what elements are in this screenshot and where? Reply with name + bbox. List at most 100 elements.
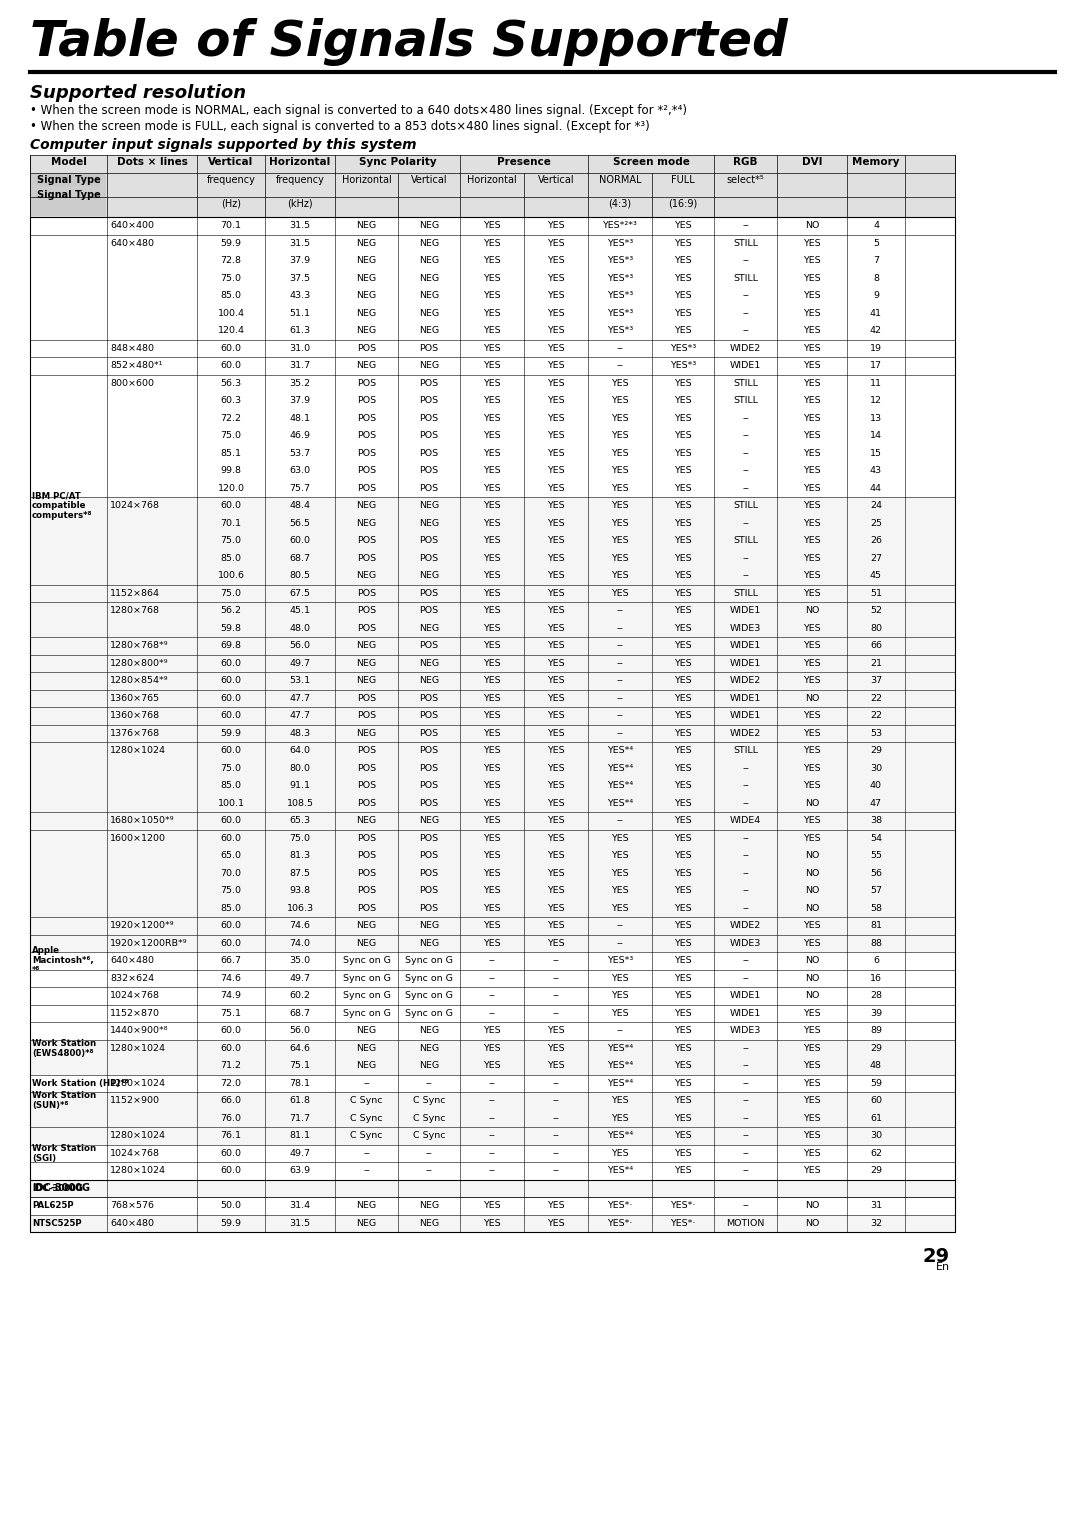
Text: --: -- [617,659,623,668]
Text: --: -- [553,973,559,983]
Text: YES: YES [483,431,501,440]
Text: 31.5: 31.5 [289,222,311,231]
Text: NEG: NEG [356,1044,377,1053]
Text: 75.0: 75.0 [220,886,242,895]
Text: 75.0: 75.0 [220,431,242,440]
Text: YES: YES [804,466,821,475]
Text: 70.1: 70.1 [220,518,242,527]
Text: 9: 9 [873,292,879,299]
Text: YES: YES [548,518,565,527]
Text: NEG: NEG [356,1062,377,1070]
Text: YES*⁴: YES*⁴ [607,746,633,755]
Text: YES: YES [483,379,501,388]
Text: IDC-3000G: IDC-3000G [32,1183,90,1193]
Bar [30,1128,955,1144]
Text: YES: YES [483,746,501,755]
Text: YES: YES [674,694,692,703]
Text: 24: 24 [870,501,882,510]
Text: YES: YES [674,1062,692,1070]
Text: Work Station (HP)*⁸: Work Station (HP)*⁸ [32,1079,129,1088]
Text: 56.0: 56.0 [289,642,311,651]
Text: Sync on G: Sync on G [405,992,453,1001]
Text: 31: 31 [869,1201,882,1210]
Text: YES: YES [674,921,692,931]
Bar [30,461,955,480]
Text: 87.5: 87.5 [289,869,311,877]
Text: NEG: NEG [356,921,377,931]
Text: YES: YES [548,501,565,510]
Text: YES: YES [804,764,821,773]
Bar [30,234,955,252]
Bar [30,1057,955,1074]
Text: 61: 61 [870,1114,882,1123]
Text: YES: YES [611,834,629,843]
Text: YES: YES [483,729,501,738]
Text: YES: YES [804,1096,821,1105]
Text: 68.7: 68.7 [289,1008,311,1018]
Text: 43: 43 [869,466,882,475]
Text: 1152×864: 1152×864 [110,588,160,597]
Text: NO: NO [805,886,820,895]
Text: YES: YES [674,257,692,266]
Text: YES: YES [548,484,565,492]
Text: 63.0: 63.0 [289,466,311,475]
Text: 1920×1200RB*⁹: 1920×1200RB*⁹ [110,938,188,947]
Text: NEG: NEG [356,309,377,318]
Text: NEG: NEG [419,222,440,231]
Text: 48.1: 48.1 [289,414,311,423]
Text: YES: YES [674,781,692,790]
Text: YES: YES [674,938,692,947]
Text: POS: POS [356,607,376,616]
Text: NEG: NEG [356,274,377,283]
Text: 75.0: 75.0 [220,536,242,545]
Text: --: -- [488,1096,496,1105]
Text: --: -- [742,1131,748,1140]
Text: NO: NO [805,973,820,983]
Text: YES: YES [804,431,821,440]
Text: NO: NO [805,1219,820,1229]
Text: Table of Signals Supported: Table of Signals Supported [1059,1279,1068,1395]
Text: 640×480: 640×480 [110,238,154,248]
Text: 120.4: 120.4 [217,327,244,335]
Text: --: -- [488,1149,496,1158]
Text: YES: YES [548,694,565,703]
Text: YES: YES [548,711,565,720]
Text: NEG: NEG [419,501,440,510]
Text: 852×480*¹: 852×480*¹ [110,361,162,370]
Text: YES: YES [674,1008,692,1018]
Text: YES: YES [674,764,692,773]
Text: 800×600: 800×600 [110,379,154,388]
Bar [30,1093,955,1109]
Text: 85.0: 85.0 [220,553,242,562]
Text: --: -- [553,1131,559,1140]
Text: NEG: NEG [356,518,377,527]
Text: YES: YES [674,1079,692,1088]
Bar [30,724,955,743]
Text: POS: POS [419,344,438,353]
Text: 59.9: 59.9 [220,729,242,738]
Bar [30,374,955,393]
Text: 60.0: 60.0 [220,711,242,720]
Text: 69.8: 69.8 [220,642,242,651]
Text: 768×576: 768×576 [110,1201,154,1210]
Text: YES: YES [483,466,501,475]
Text: 12: 12 [870,396,882,405]
Text: YES: YES [804,327,821,335]
Text: IBM PC/AT
compatible
computers*⁸: IBM PC/AT compatible computers*⁸ [32,490,93,521]
Text: POS: POS [419,764,438,773]
Text: Sync on G: Sync on G [405,973,453,983]
Text: POS: POS [356,623,376,633]
Text: --: -- [617,344,623,353]
Text: --: -- [742,571,748,581]
Text: --: -- [488,1114,496,1123]
Bar [30,287,955,304]
Text: POS: POS [356,379,376,388]
Text: YES: YES [674,623,692,633]
Text: 1360×765: 1360×765 [110,694,160,703]
Text: --: -- [617,642,623,651]
Text: --: -- [553,957,559,966]
Text: POS: POS [356,396,376,405]
Text: 16: 16 [870,973,882,983]
Text: 832×624: 832×624 [110,973,154,983]
Text: YES: YES [548,379,565,388]
